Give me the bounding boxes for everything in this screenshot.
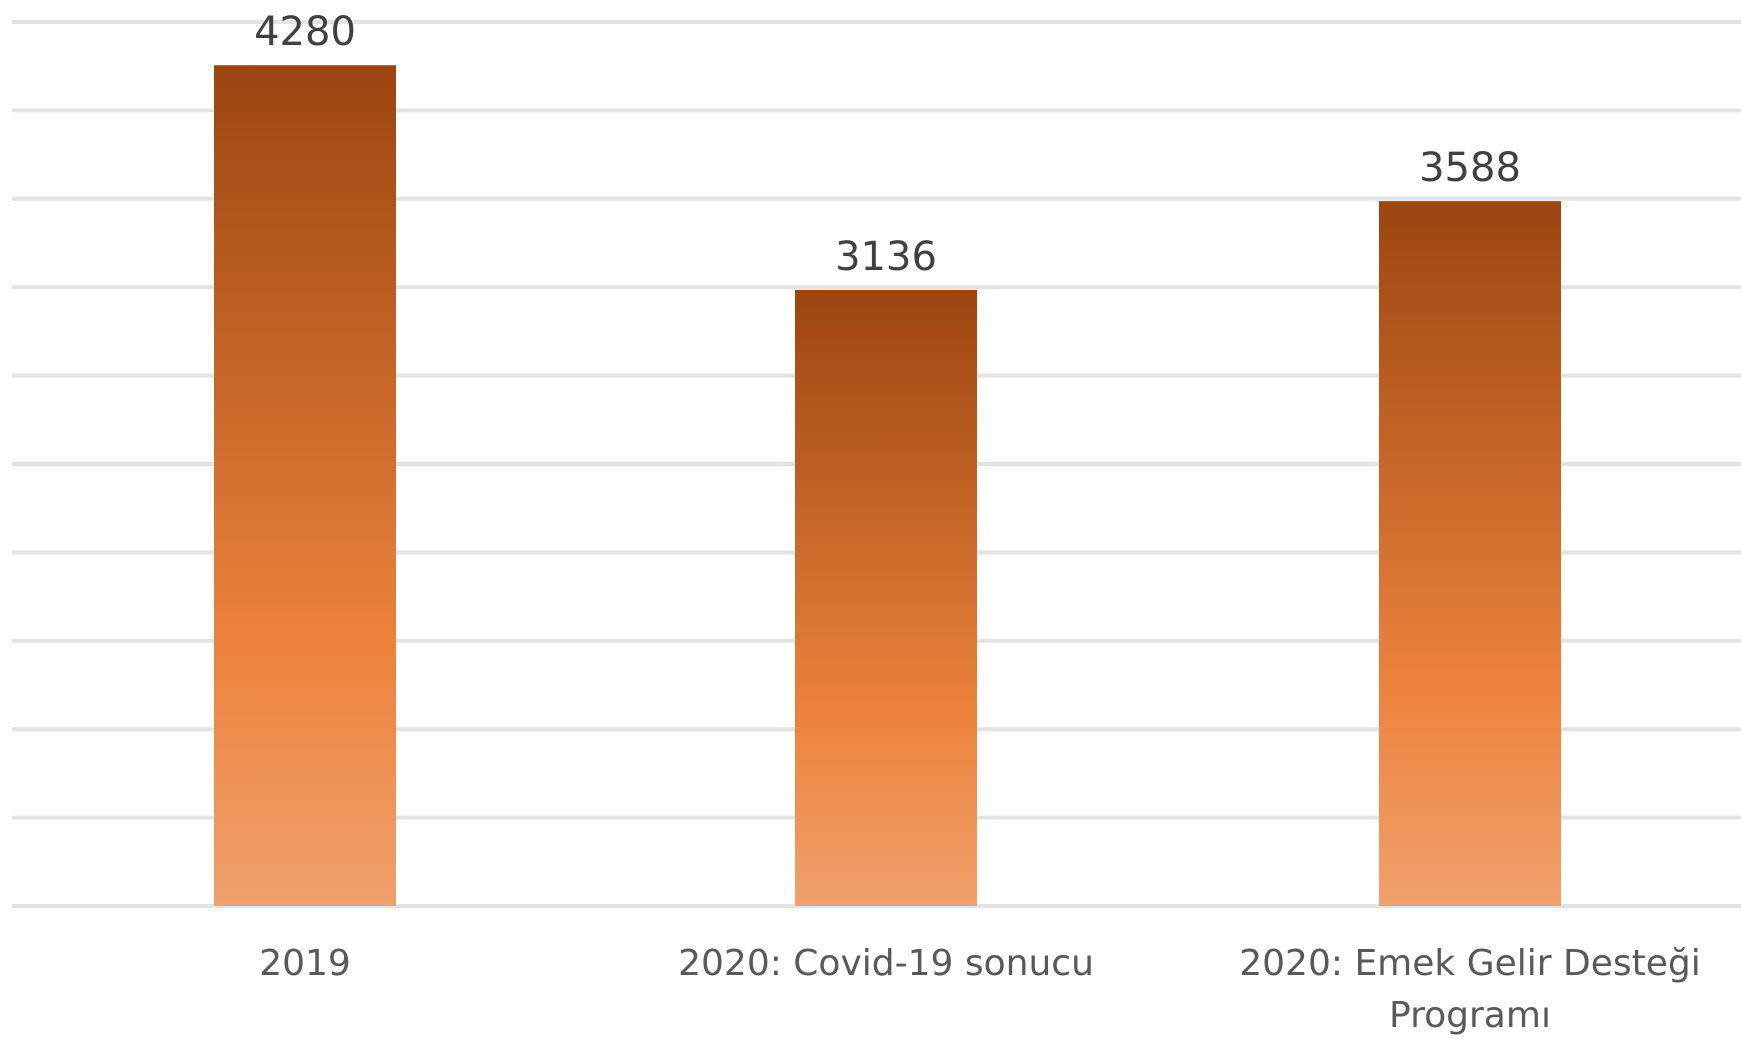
bar-2 (1379, 201, 1561, 906)
data-label-1: 3136 (835, 234, 937, 280)
x-tick-label-0: 2019 (259, 943, 351, 984)
x-tick-label-line: 2020: Emek Gelir Desteği (1239, 943, 1700, 984)
data-labels: 4280 3136 3588 (254, 9, 1521, 280)
x-tick-label-1: 2020: Covid-19 sonucu (678, 943, 1094, 984)
x-axis: 2019 2020: Covid-19 sonucu 2020: Emek Geli… (259, 943, 1701, 1036)
bar-1 (795, 289, 977, 907)
x-tick-label-line: 2020: Covid-19 sonucu (678, 943, 1094, 984)
bar-0 (214, 65, 396, 907)
bars (214, 65, 1561, 907)
data-label-0: 4280 (254, 9, 356, 55)
x-tick-label-line: 2019 (259, 943, 351, 984)
x-tick-label-2: 2020: Emek Gelir Desteği Programı (1239, 943, 1700, 1036)
x-tick-label-line: Programı (1389, 995, 1551, 1036)
data-label-2: 3588 (1419, 145, 1521, 191)
